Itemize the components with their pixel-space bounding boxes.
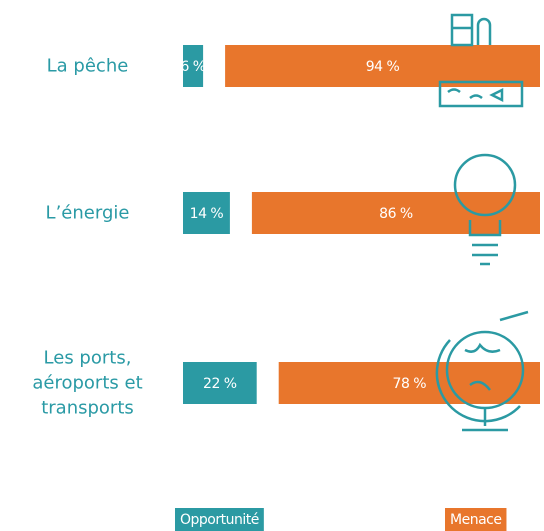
bar (183, 45, 204, 87)
value-label: 86 % (379, 206, 413, 222)
value-label: 14 % (190, 206, 224, 222)
fishing-icon (438, 13, 524, 108)
value-label: 94 % (366, 59, 400, 75)
legend-swatch (445, 508, 507, 531)
category-label: La pêche (46, 55, 129, 77)
legend-swatch (175, 508, 264, 531)
bar (183, 192, 230, 234)
energy-icon (453, 153, 517, 266)
bar (183, 362, 257, 404)
value-label: 22 % (203, 376, 237, 392)
legend-label: Menace (450, 512, 501, 528)
value-label: 6 % (180, 59, 205, 75)
value-label: 78 % (393, 376, 427, 392)
bar (278, 362, 540, 404)
category-label: Les ports, aéroports et transports (32, 347, 143, 419)
globe-icon (435, 310, 529, 432)
bar (225, 45, 540, 87)
category-label: L’énergie (45, 202, 130, 224)
legend-label: Opportunité (180, 512, 259, 528)
